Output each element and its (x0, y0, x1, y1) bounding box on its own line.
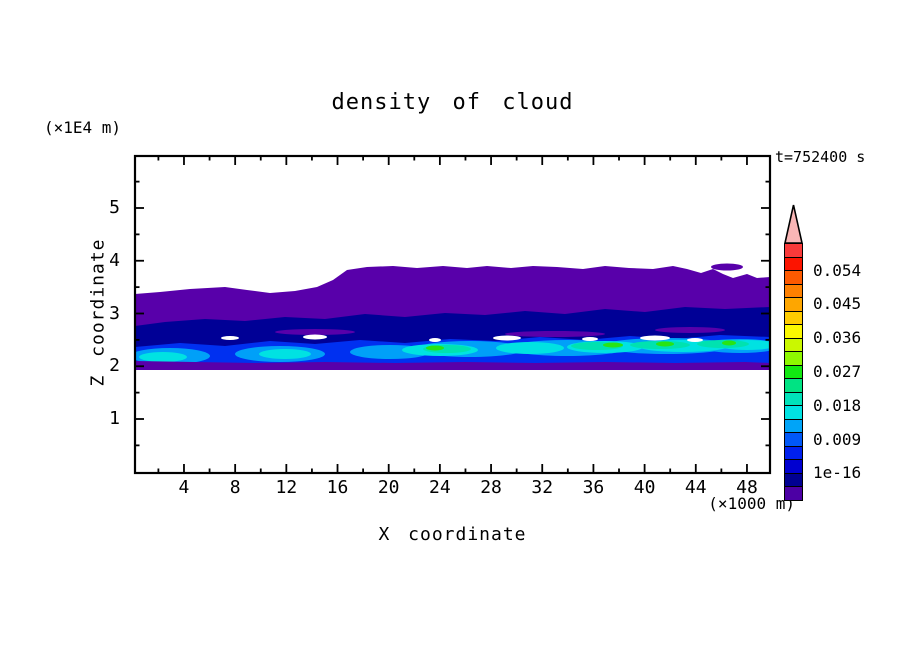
x-tick-label: 12 (275, 477, 298, 498)
x-tick-label: 44 (684, 477, 707, 498)
colorbar-segment (785, 419, 803, 433)
colorbar-label: 1e-16 (813, 463, 862, 483)
x-tick-label: 4 (178, 477, 190, 498)
cloud-blob-purple-wisps (655, 327, 725, 333)
colorbar-segment (785, 298, 803, 312)
cloud-blob-white-holes (303, 334, 327, 340)
cloud-blob-white-holes (640, 335, 670, 341)
colorbar-label: 0.036 (813, 328, 862, 348)
cloud-blob-white-holes (687, 338, 703, 342)
cloud-blob-cyan-blobs (139, 352, 187, 362)
cloud-blob-purple-island (711, 263, 743, 271)
cloud-blob-cyan-blobs (259, 349, 311, 359)
contour-plot (133, 154, 772, 475)
x-tick-label: 8 (229, 477, 241, 498)
colorbar-segment (785, 433, 803, 447)
colorbar-label: 0.009 (813, 429, 862, 449)
cloud-blob-green-spots (426, 345, 444, 351)
x-tick-label: 40 (633, 477, 656, 498)
x-tick-label: 32 (531, 477, 554, 498)
colorbar-segment (785, 473, 803, 487)
x-tick-label: 28 (480, 477, 502, 498)
timestamp-label: t=752400 s (775, 148, 866, 166)
colorbar-segment (785, 257, 803, 271)
colorbar-label: 0.054 (813, 260, 862, 280)
colorbar-label: 0.027 (813, 361, 862, 381)
colorbar-segment (785, 487, 803, 500)
colorbar-segment (785, 311, 803, 325)
cloud-density-field (135, 263, 770, 370)
cloud-blob-purple-wisps (505, 331, 605, 337)
colorbar-label: 0.045 (813, 294, 862, 314)
colorbar-segment (785, 352, 803, 366)
colorbar-segment (785, 325, 803, 339)
cloud-blob-green-spots (603, 342, 623, 348)
cloud-layer-purple-bottom-strip (135, 361, 770, 370)
cloud-blob-white-holes (493, 335, 521, 341)
colorbar-segment (785, 338, 803, 352)
cloud-blob-purple-wisps (275, 329, 355, 335)
colorbar-segment (785, 365, 803, 379)
colorbar-segment (785, 460, 803, 474)
cloud-blob-green-spots (722, 340, 736, 346)
plot-frame (133, 154, 772, 475)
y-tick-label: 1 (109, 408, 120, 429)
colorbar (784, 204, 804, 501)
y-tick-label: 3 (109, 302, 120, 324)
colorbar-segment (785, 392, 803, 406)
cloud-blob-white-holes (221, 336, 239, 340)
colorbar-label: 0.018 (813, 395, 862, 415)
y-axis-unit-label: (×1E4 m) (44, 118, 122, 137)
colorbar-segment (785, 284, 803, 298)
colorbar-pointer-icon (784, 204, 803, 244)
cloud-blob-green-spots (656, 341, 674, 347)
x-axis-title: X coordinate (378, 524, 527, 545)
x-axis-unit-label: (×1000 m) (708, 494, 795, 513)
chart-title: density of cloud (331, 90, 574, 115)
colorbar-segment (785, 446, 803, 460)
y-tick-label: 2 (109, 355, 120, 377)
colorbar-segment (785, 406, 803, 420)
y-tick-label: 5 (109, 197, 120, 218)
cloud-blob-white-holes (429, 338, 441, 342)
colorbar-segment (785, 379, 803, 393)
x-tick-label: 16 (326, 477, 349, 498)
cloud-blob-white-holes (582, 337, 598, 341)
plot-area (133, 154, 772, 475)
y-tick-label: 4 (109, 249, 120, 271)
colorbar-segment (785, 244, 803, 258)
x-tick-label: 24 (429, 477, 451, 498)
x-tick-label: 48 (736, 477, 758, 498)
x-tick-label: 20 (377, 477, 400, 498)
cloud-blob-purple-wisps (180, 311, 270, 317)
x-tick-label: 36 (582, 477, 605, 498)
cloud-blob-cyan-blobs (496, 342, 564, 354)
colorbar-segment (785, 271, 803, 285)
